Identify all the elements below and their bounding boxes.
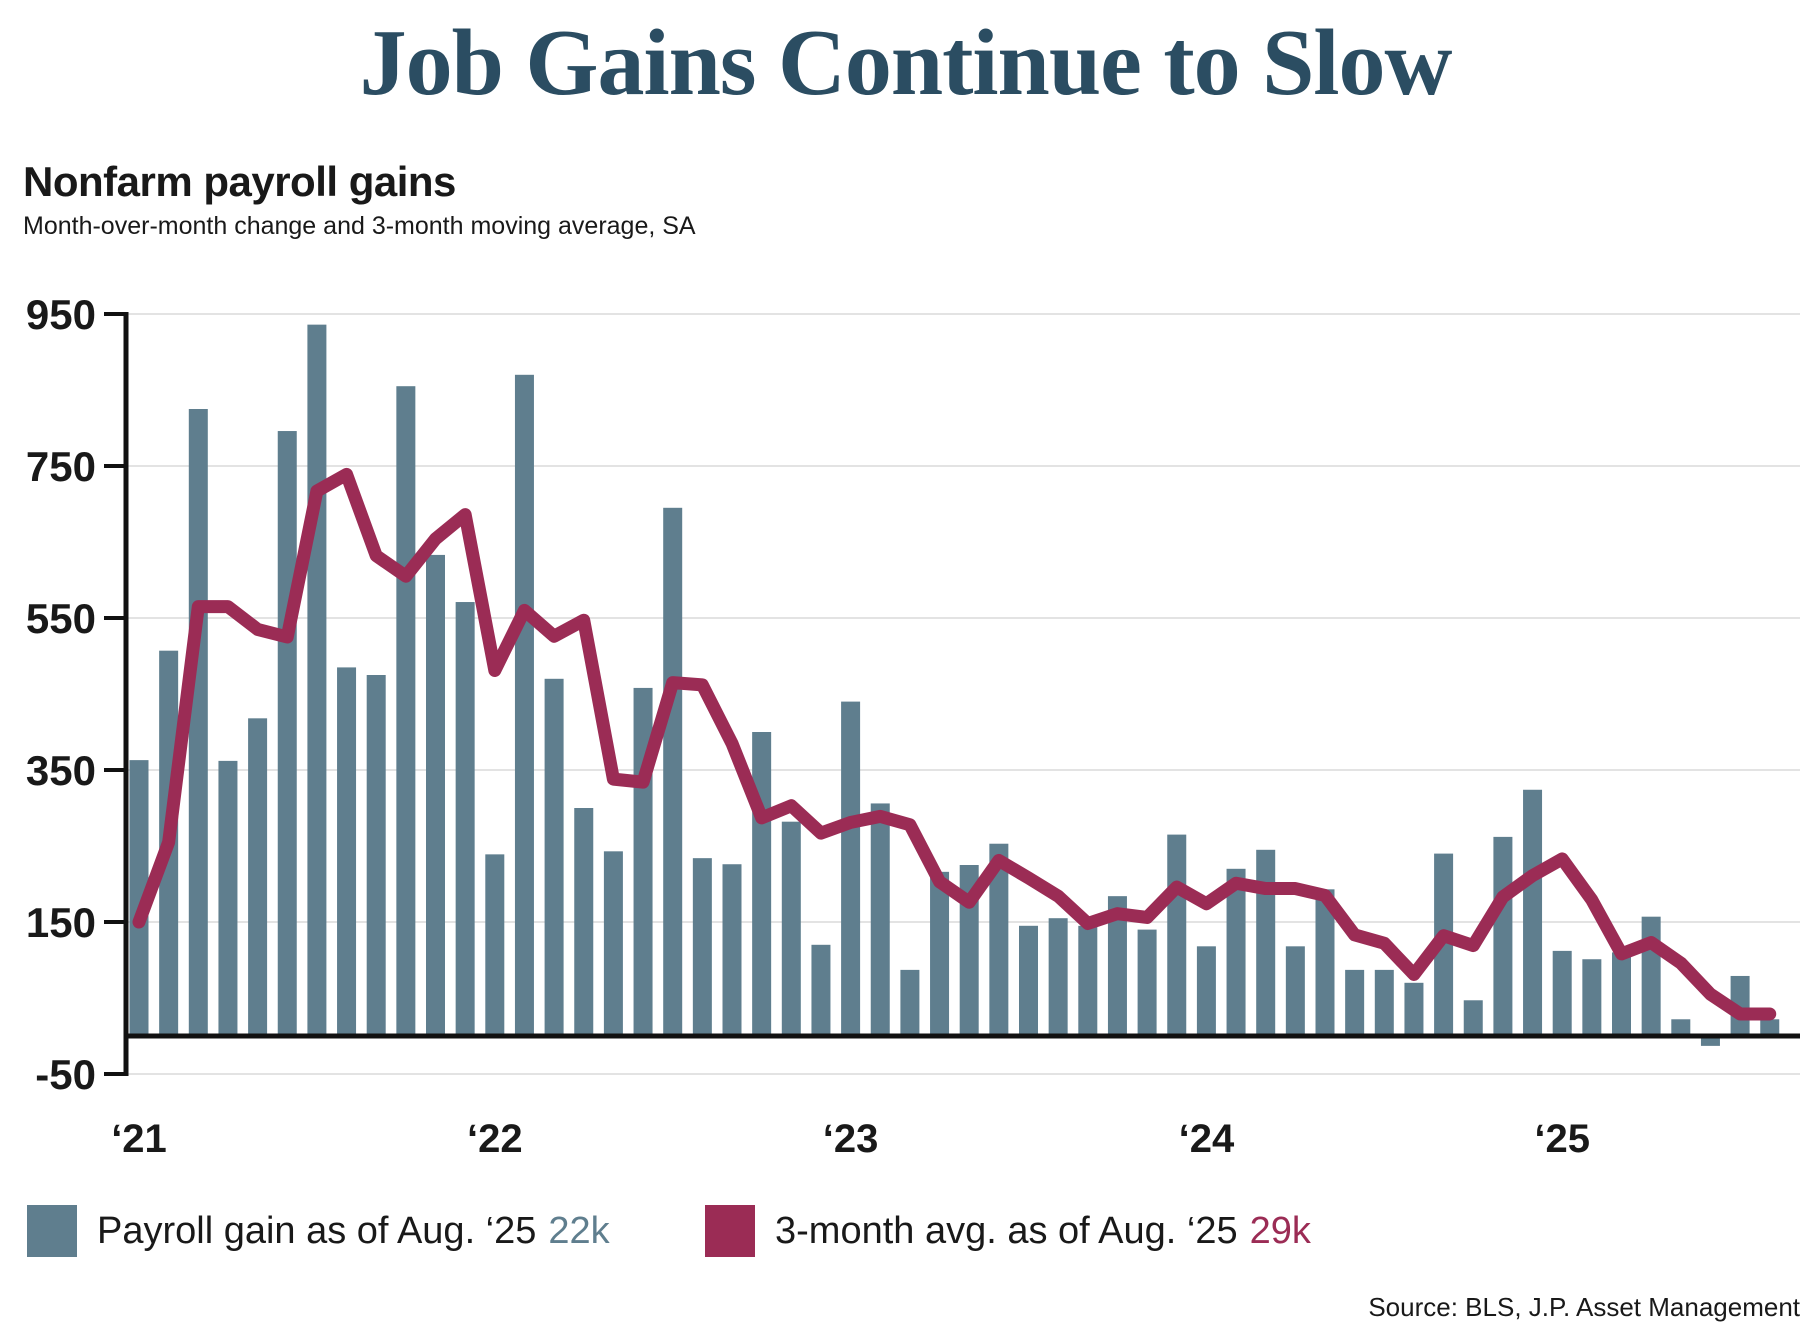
- payroll-bar: [248, 718, 268, 1036]
- y-tick-label: 750: [26, 443, 96, 490]
- source-note: Source: BLS, J.P. Asset Management: [1368, 1292, 1800, 1322]
- payroll-bar: [752, 732, 772, 1036]
- payroll-bar: [1582, 959, 1602, 1036]
- payroll-legend-label: Payroll gain as of Aug. ‘25: [97, 1209, 537, 1252]
- payroll-bar: [870, 803, 890, 1036]
- payroll-bar: [188, 409, 208, 1036]
- average-legend-label: 3-month avg. as of Aug. ‘25: [775, 1209, 1238, 1252]
- moving-average-line: [132, 467, 1777, 1021]
- payroll-bar: [1226, 868, 1246, 1036]
- chart-heading: Nonfarm payroll gains: [23, 158, 456, 205]
- payroll-bar: [1196, 946, 1216, 1036]
- payroll-bar: [1285, 946, 1305, 1036]
- payroll-bar: [366, 675, 386, 1036]
- payroll-bar: [722, 864, 742, 1036]
- payroll-bar: [1137, 929, 1157, 1036]
- payroll-bar: [1048, 918, 1068, 1036]
- x-tick-label: ‘25: [1534, 1117, 1590, 1161]
- payroll-bar: [1019, 925, 1038, 1036]
- payroll-bar: [307, 324, 327, 1036]
- payroll-bar: [1078, 925, 1098, 1036]
- y-tick-label: 950: [26, 291, 96, 338]
- payroll-bar: [1730, 975, 1750, 1036]
- payroll-bar: [218, 760, 238, 1036]
- legend-item-payroll: Payroll gain as of Aug. ‘25 22k: [27, 1203, 610, 1259]
- payroll-bar: [544, 678, 564, 1036]
- payroll-bar: [692, 858, 712, 1036]
- payroll-bar: [426, 554, 445, 1036]
- y-tick-label: 550: [26, 595, 96, 642]
- payroll-bar: [337, 667, 357, 1036]
- payroll-bar: [1641, 916, 1661, 1036]
- chart-legend: Payroll gain as of Aug. ‘25 22k 3-month …: [0, 1203, 1811, 1259]
- payroll-bar: [603, 851, 623, 1036]
- payroll-bar: [841, 701, 861, 1036]
- legend-item-average: 3-month avg. as of Aug. ‘25 29k: [705, 1203, 1311, 1259]
- chart-title: Job Gains Continue to Slow: [359, 11, 1453, 115]
- x-tick-label: ‘21: [111, 1117, 167, 1161]
- y-tick-label: 150: [26, 899, 96, 946]
- payroll-bar: [663, 507, 683, 1036]
- y-tick-label: 350: [26, 747, 96, 794]
- y-tick-label: -50: [35, 1051, 96, 1098]
- payroll-bar: [930, 871, 950, 1036]
- payroll-bar: [1404, 982, 1424, 1036]
- payroll-bar: [1256, 849, 1276, 1036]
- payroll-bar: [455, 602, 475, 1036]
- payroll-bar: [1671, 1019, 1691, 1036]
- payroll-bar: [1493, 836, 1513, 1036]
- payroll-bar: [811, 944, 831, 1036]
- payroll-bar: [1700, 1036, 1720, 1046]
- payroll-bar: [514, 374, 534, 1036]
- chart-subheading: Month-over-month change and 3-month movi…: [23, 212, 696, 240]
- average-legend-swatch: [705, 1205, 755, 1257]
- payroll-bar: [1107, 896, 1127, 1036]
- payroll-bar: [959, 865, 979, 1036]
- payroll-bar: [574, 808, 594, 1036]
- payroll-bar: [1552, 950, 1572, 1036]
- x-tick-label: ‘22: [467, 1117, 523, 1161]
- average-legend-value: 29k: [1249, 1209, 1311, 1252]
- x-tick-label: ‘23: [823, 1117, 879, 1161]
- payroll-bar: [396, 386, 416, 1036]
- payroll-bar: [1315, 889, 1335, 1036]
- payroll-bar: [1523, 789, 1543, 1036]
- payroll-bar: [1374, 969, 1394, 1036]
- payroll-legend-swatch: [27, 1205, 77, 1257]
- payroll-bar: [1167, 834, 1187, 1036]
- payroll-bar: [1463, 1000, 1483, 1036]
- payroll-bar: [485, 854, 505, 1036]
- payroll-bar: [1760, 1019, 1780, 1036]
- payroll-legend-value: 22k: [548, 1209, 610, 1252]
- x-tick-label: ‘24: [1179, 1117, 1235, 1161]
- payroll-bar: [277, 431, 297, 1036]
- payroll-bar: [989, 843, 1009, 1036]
- payroll-bar: [1345, 969, 1365, 1036]
- payroll-bar: [900, 969, 920, 1036]
- payroll-bar: [1612, 952, 1631, 1036]
- payroll-bar: [129, 760, 149, 1036]
- payroll-bar: [781, 821, 801, 1036]
